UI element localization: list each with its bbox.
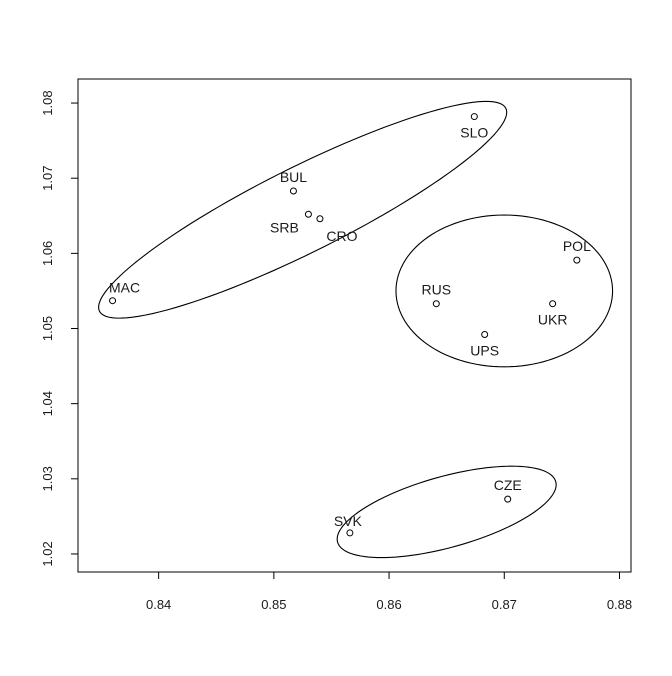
data-point [470, 113, 478, 121]
data-point [549, 300, 557, 308]
x-tick-label: 0.85 [261, 597, 286, 612]
cluster-ellipses [98, 100, 614, 559]
y-tick-label: 1.06 [40, 241, 55, 266]
data-point [304, 210, 312, 218]
data-point [289, 187, 297, 195]
data-point [432, 300, 440, 308]
data-points [109, 113, 581, 537]
point-label: SVK [334, 513, 363, 529]
point-label: CZE [494, 477, 522, 493]
point-labels: SLO BUL SRB CRO MAC POL RUS UKR UPS CZE SVK [109, 125, 591, 529]
y-tick-label: 1.04 [40, 391, 55, 416]
point-label: SRB [270, 219, 299, 235]
point-label: UPS [470, 343, 499, 359]
x-axis: 0.84 0.85 0.86 0.87 0.88 [146, 572, 632, 612]
point-label: SLO [460, 125, 488, 141]
point-label: CRO [326, 228, 357, 244]
point-label: POL [563, 238, 591, 254]
data-point [481, 331, 489, 339]
point-label: UKR [538, 312, 568, 328]
data-point [504, 495, 512, 503]
y-tick-label: 1.07 [40, 166, 55, 191]
data-point [316, 215, 324, 223]
y-axis: 1.02 1.03 1.04 1.05 1.06 1.07 1.08 [40, 90, 78, 567]
x-tick-label: 0.86 [376, 597, 401, 612]
cluster-ellipse [395, 214, 614, 368]
y-tick-label: 1.05 [40, 316, 55, 341]
plot-frame [77, 78, 632, 573]
data-point [346, 529, 354, 537]
data-point [109, 297, 117, 305]
y-tick-label: 1.03 [40, 466, 55, 491]
data-point [573, 256, 581, 264]
x-tick-label: 0.87 [492, 597, 517, 612]
x-tick-label: 0.88 [607, 597, 632, 612]
y-tick-label: 1.08 [40, 90, 55, 115]
y-tick-label: 1.02 [40, 541, 55, 566]
point-label: RUS [422, 282, 452, 298]
point-label: MAC [109, 280, 140, 296]
cluster-ellipse [98, 100, 508, 319]
x-tick-label: 0.84 [146, 597, 171, 612]
point-label: BUL [280, 169, 307, 185]
cluster-ellipse [336, 465, 557, 559]
